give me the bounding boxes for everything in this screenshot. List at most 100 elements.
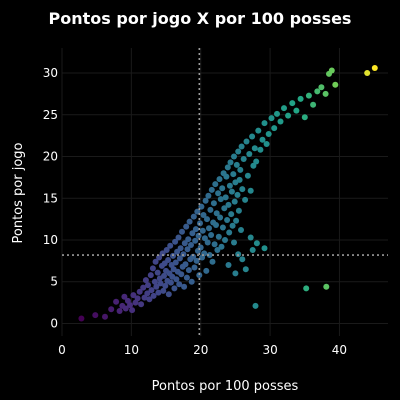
scatter-point bbox=[305, 92, 312, 99]
scatter-point bbox=[310, 101, 317, 108]
scatter-point bbox=[314, 88, 321, 95]
scatter-point bbox=[172, 238, 179, 245]
scatter-point bbox=[172, 259, 179, 266]
scatter-point bbox=[203, 267, 210, 274]
scatter-point bbox=[221, 205, 228, 212]
x-tick-label: 20 bbox=[193, 343, 208, 357]
scatter-point bbox=[205, 192, 212, 199]
scatter-point bbox=[217, 214, 224, 221]
scatter-point bbox=[154, 269, 161, 276]
scatter-point bbox=[228, 188, 235, 195]
scatter-point bbox=[176, 255, 183, 262]
scatter-point bbox=[247, 187, 254, 194]
scatter-point bbox=[161, 272, 167, 279]
grid-layer bbox=[61, 48, 388, 336]
scatter-point bbox=[297, 95, 304, 102]
y-tick-label: 0 bbox=[50, 316, 58, 330]
scatter-point bbox=[265, 131, 272, 137]
scatter-point bbox=[207, 206, 214, 213]
scatter-point bbox=[216, 176, 223, 183]
scatter-point bbox=[151, 278, 158, 285]
scatter-point bbox=[157, 280, 164, 287]
scatter-point bbox=[225, 201, 232, 208]
x-tick-label: 30 bbox=[262, 343, 277, 357]
scatter-point bbox=[152, 258, 159, 265]
scatter-point bbox=[184, 246, 191, 253]
scatter-point bbox=[113, 298, 120, 305]
scatter-point bbox=[252, 302, 259, 309]
scatter-point bbox=[190, 253, 197, 260]
tick-labels: 0 10 20 30 40 0 5 10 15 20 25 30 bbox=[43, 66, 347, 357]
scatter-point bbox=[180, 251, 187, 258]
scatter-point bbox=[206, 252, 213, 258]
scatter-point bbox=[277, 118, 284, 125]
scatter-point bbox=[188, 242, 194, 248]
x-tick-label: 0 bbox=[58, 343, 66, 357]
scatter-point bbox=[210, 200, 217, 207]
scatter-point bbox=[116, 308, 123, 314]
scatter-point bbox=[244, 172, 251, 179]
scatter-point bbox=[160, 287, 167, 294]
scatter-point bbox=[78, 315, 85, 322]
scatter-point bbox=[239, 186, 246, 193]
scatter-point bbox=[261, 245, 268, 252]
scatter-point bbox=[147, 272, 154, 279]
scatter-point bbox=[167, 242, 174, 249]
scatter-point bbox=[213, 222, 219, 228]
points-layer bbox=[78, 65, 378, 322]
scatter-point bbox=[173, 276, 180, 283]
scatter-point bbox=[242, 196, 249, 203]
y-axis-label: Pontos por jogo bbox=[11, 142, 26, 243]
scatter-point bbox=[140, 284, 147, 291]
scatter-point bbox=[196, 272, 203, 279]
scatter-point bbox=[192, 226, 199, 233]
scatter-point bbox=[146, 296, 153, 303]
scatter-point bbox=[156, 254, 163, 261]
scatter-point bbox=[240, 156, 247, 162]
scatter-point bbox=[259, 136, 266, 143]
scatter-point bbox=[179, 228, 185, 235]
x-axis-label: Pontos por 100 posses bbox=[152, 379, 299, 394]
scatter-point bbox=[289, 100, 296, 107]
scatter-point bbox=[253, 158, 260, 165]
scatter-point bbox=[301, 114, 308, 121]
scatter-point bbox=[204, 216, 210, 223]
scatter-point bbox=[238, 227, 244, 233]
scatter-point bbox=[206, 225, 212, 232]
scatter-point bbox=[181, 240, 188, 247]
scatter-point bbox=[171, 285, 178, 292]
scatter-point bbox=[130, 292, 137, 299]
scatter-point bbox=[222, 237, 228, 243]
scatter-point bbox=[217, 196, 224, 203]
scatter-point bbox=[253, 240, 260, 247]
scatter-point bbox=[211, 241, 218, 248]
scatter-point bbox=[371, 65, 378, 71]
scatter-point bbox=[200, 212, 207, 218]
scatter-point bbox=[235, 148, 242, 155]
scatter-point bbox=[134, 295, 141, 302]
chart-title: Pontos por jogo X por 100 posses bbox=[49, 9, 352, 28]
scatter-point bbox=[108, 306, 115, 313]
scatter-point bbox=[249, 133, 256, 140]
scatter-point bbox=[102, 313, 108, 320]
scatter-point bbox=[235, 207, 242, 214]
scatter-point bbox=[328, 67, 335, 74]
scatter-point bbox=[263, 141, 270, 147]
scatter-point bbox=[122, 305, 129, 312]
scatter-point bbox=[246, 151, 253, 157]
scatter-point bbox=[222, 194, 229, 201]
scatter-point bbox=[236, 176, 243, 183]
scatter-point bbox=[303, 285, 310, 292]
scatter-point bbox=[268, 115, 275, 122]
scatter-point bbox=[233, 217, 240, 224]
scatter-point bbox=[233, 161, 240, 168]
scatter-point bbox=[224, 164, 231, 171]
scatter-point bbox=[243, 138, 250, 145]
reference-lines bbox=[62, 48, 388, 336]
scatter-point bbox=[285, 112, 292, 119]
scatter-point bbox=[183, 274, 190, 281]
scatter-point bbox=[281, 105, 287, 112]
scatter-point bbox=[213, 210, 220, 217]
scatter-point bbox=[225, 262, 232, 268]
